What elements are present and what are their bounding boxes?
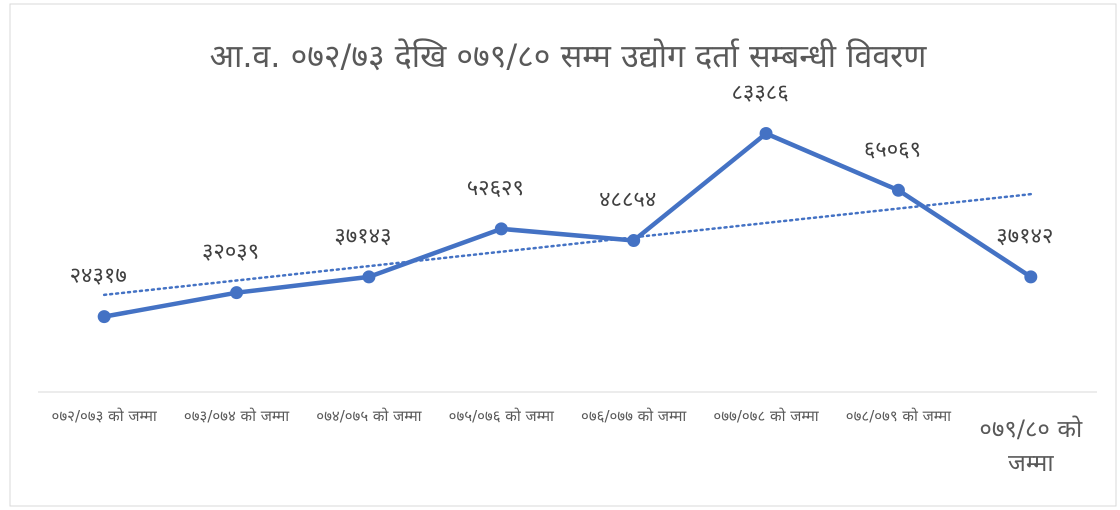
- data-label: ६५०६९: [864, 137, 921, 162]
- x-tick-label: ०७३/०७४ को जम्मा: [183, 407, 290, 425]
- data-label: ४८८५४: [599, 188, 656, 213]
- line-series: [103, 131, 1033, 319]
- x-tick-label: ०७७/०७८ को जम्मा: [713, 407, 819, 425]
- data-label: ३७१४३: [334, 224, 391, 249]
- data-label: ८३३८६: [731, 81, 788, 106]
- data-point: [362, 270, 376, 284]
- x-tick-label: ०७४/०७५ को जम्मा: [316, 407, 422, 425]
- chart-frame: [9, 3, 1117, 507]
- data-point: [891, 183, 905, 197]
- trendline: [102, 192, 1033, 297]
- x-tick-label: ०७८/०७९ को जम्मा: [845, 407, 952, 425]
- chart-title: आ.व. ०७२/७३ देखि ०७९/८० सम्म उद्योग दर्त…: [210, 37, 928, 75]
- data-label: ३२०३९: [202, 240, 259, 265]
- data-point: [759, 127, 773, 141]
- data-label: ३७१४२: [996, 224, 1053, 249]
- data-point: [627, 234, 641, 248]
- data-point: [97, 310, 111, 324]
- x-tick-label: ०७५/०७६ को जम्मा: [448, 407, 554, 425]
- x-tick-label: ०७२/०७३ को जम्मा: [51, 407, 157, 425]
- data-label: २४३१७: [70, 264, 127, 289]
- data-point: [1024, 270, 1038, 284]
- data-label: ५२६२९: [467, 176, 524, 201]
- data-point: [230, 286, 244, 300]
- data-point: [494, 222, 508, 236]
- x-tick-label: ०७६/०७७ को जम्मा: [581, 407, 687, 425]
- x-tick-label: ०७९/८० को जम्मा: [979, 415, 1083, 477]
